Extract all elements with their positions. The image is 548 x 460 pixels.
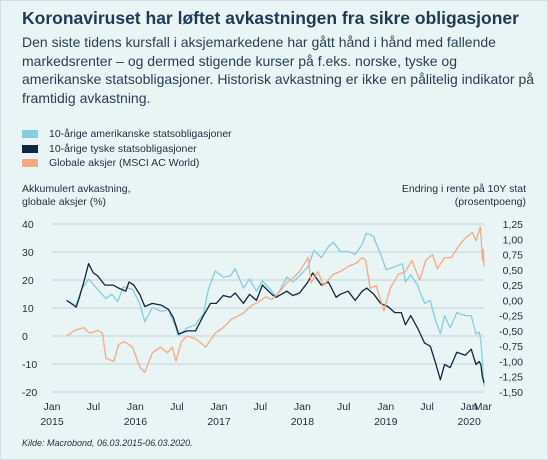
legend: 10-årige amerikanske statsobligasjoner 1…: [22, 127, 232, 171]
left-axis-title: Akkumulert avkastning, globale aksjer (%…: [22, 183, 131, 209]
legend-swatch-us-bonds: [22, 130, 38, 139]
x-tick-label: Jul: [87, 401, 100, 413]
chart-title: Koronaviruset har løftet avkastningen fr…: [22, 8, 519, 28]
left-axis-title-line-2: globale aksjer (%): [22, 196, 107, 208]
x-tick-label: Jan: [377, 401, 394, 413]
left-tick-label: 10: [22, 303, 34, 315]
legend-label-global-equities: Globale aksjer (MSCI AC World): [49, 157, 200, 170]
x-tick-year-label: 2019: [374, 416, 398, 428]
legend-item-de-bonds: 10-årige tyske statsobligasjoner: [22, 142, 232, 157]
legend-swatch-de-bonds: [22, 144, 38, 153]
right-tick-label: -0,25: [499, 311, 523, 323]
x-tick-year-label: 2018: [291, 416, 315, 428]
left-tick-label: 20: [22, 275, 34, 287]
right-tick-label: -1,50: [499, 387, 523, 399]
x-tick-label: Jan: [294, 401, 311, 413]
right-tick-label: -0,75: [499, 341, 523, 353]
legend-label-de-bonds: 10-årige tyske statsobligasjoner: [49, 142, 197, 155]
right-tick-label: -1,00: [499, 356, 523, 368]
x-tick-label: Jan: [461, 401, 478, 413]
series-line-de-bonds: [66, 263, 485, 383]
right-tick-label: -1,25: [499, 372, 523, 384]
right-tick-label: 1,00: [503, 234, 524, 246]
right-axis-title-line-2: (prosentpoeng): [454, 196, 526, 208]
x-tick-year-label: 2017: [207, 416, 231, 428]
x-tick-label: Mar: [474, 401, 493, 413]
x-tick-label: Jan: [44, 401, 61, 413]
left-axis-title-line-1: Akkumulert avkastning,: [22, 183, 131, 195]
legend-item-us-bonds: 10-årige amerikanske statsobligasjoner: [22, 127, 232, 142]
source-note: Kilde: Macrobond, 06.03.2015-06.03.2020.: [22, 438, 193, 448]
left-tick-label: -20: [22, 387, 37, 399]
x-tick-label: Jul: [420, 401, 433, 413]
legend-swatch-global-equities: [22, 159, 38, 168]
x-tick-label: Jul: [337, 401, 350, 413]
right-tick-label: -0,50: [499, 326, 523, 338]
x-tick-year-label: 2020: [457, 416, 481, 428]
series-line-us-bonds: [66, 232, 485, 386]
legend-item-global-equities: Globale aksjer (MSCI AC World): [22, 156, 232, 171]
right-tick-label: 0,00: [503, 295, 524, 307]
left-tick-label: 40: [22, 219, 34, 231]
x-tick-label: Jan: [127, 401, 144, 413]
right-tick-label: 0,50: [503, 265, 524, 277]
right-axis-title: Endring i rente på 10Y stat (prosentpoen…: [402, 183, 526, 209]
legend-label-us-bonds: 10-årige amerikanske statsobligasjoner: [49, 128, 232, 141]
right-tick-label: 1,25: [503, 219, 524, 231]
x-tick-label: Jan: [211, 401, 228, 413]
chart-subtitle: Den siste tidens kursfall i aksjemarkede…: [22, 34, 535, 106]
series-line-global-equities: [66, 226, 485, 374]
x-tick-label: Jul: [254, 401, 267, 413]
left-tick-label: -10: [22, 359, 37, 371]
right-axis-title-line-1: Endring i rente på 10Y stat: [401, 183, 526, 195]
right-tick-label: 0,75: [503, 250, 524, 262]
right-tick-label: 0,25: [503, 280, 524, 292]
left-tick-label: 0: [22, 331, 28, 343]
x-tick-year-label: 2015: [40, 416, 64, 428]
x-tick-year-label: 2016: [124, 416, 148, 428]
x-tick-label: Jul: [170, 401, 183, 413]
left-tick-label: 30: [22, 247, 34, 259]
